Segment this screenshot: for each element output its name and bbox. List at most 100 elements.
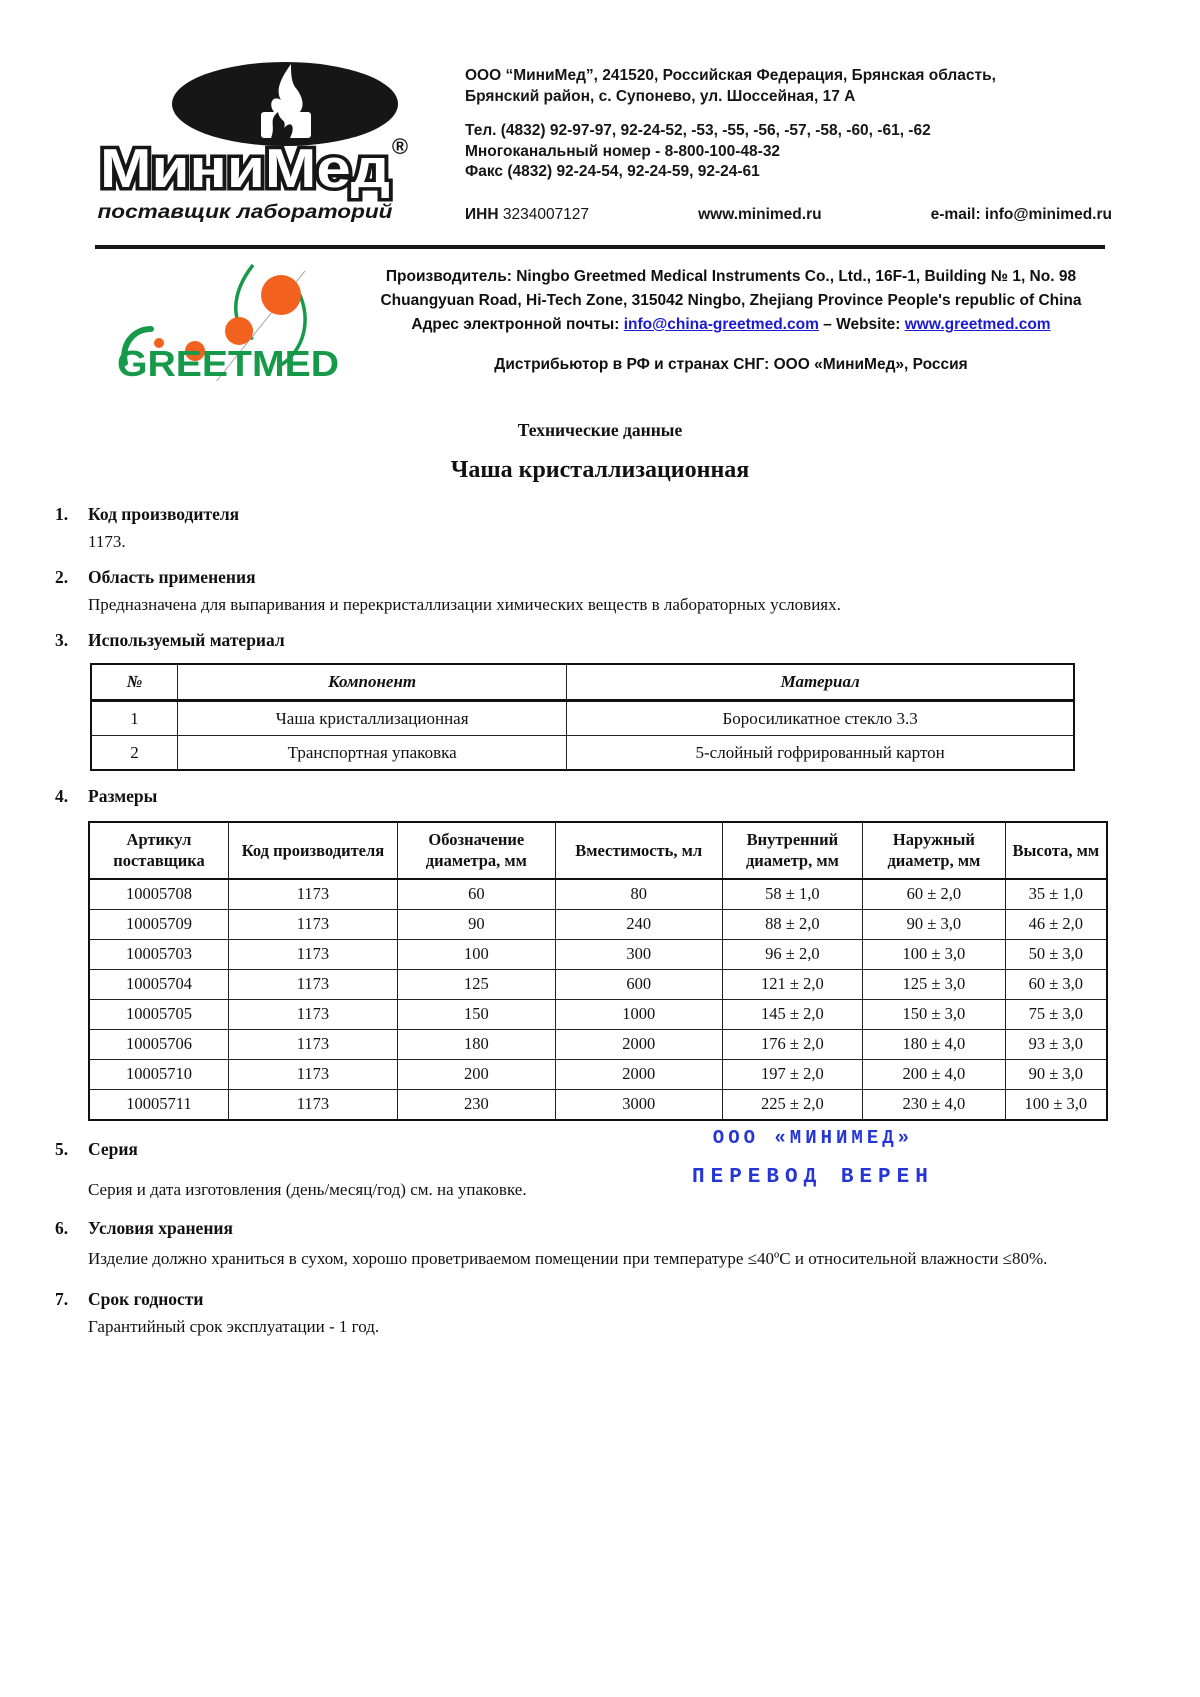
table-cell: 96 ± 2,0 bbox=[721, 938, 864, 970]
table-row: Артикул поставщика Код производителя Обозн… bbox=[88, 821, 1108, 880]
section-body: Предназначена для выпаривания и перекрис… bbox=[88, 595, 841, 614]
manufacturer-links: Адрес электронной почты: info@china-gree… bbox=[350, 313, 1112, 337]
column-header: Внутренний диаметр, мм bbox=[721, 821, 864, 880]
section-body: Гарантийный срок эксплуатации - 1 год. bbox=[88, 1317, 380, 1337]
table-cell: 10005703 bbox=[88, 938, 229, 970]
section-number: 1. bbox=[55, 504, 69, 524]
table-cell: 180 bbox=[396, 1028, 556, 1060]
table-cell: 80 bbox=[554, 878, 723, 910]
table-cell: 60 ± 2,0 bbox=[862, 878, 1006, 910]
section-title: Условия хранения bbox=[88, 1217, 233, 1238]
table-cell: 150 ± 3,0 bbox=[862, 998, 1006, 1030]
column-header: Компонент bbox=[176, 663, 568, 702]
sizes-table: Артикул поставщика Код производителя Обозн… bbox=[88, 821, 1108, 1121]
fax-line: Факс (4832) 92-24-54, 92-24-59, 92-24-61 bbox=[465, 163, 760, 181]
column-header: Обозначение диаметра, мм bbox=[396, 821, 556, 880]
table-row: № Компонент Материал bbox=[90, 663, 1075, 702]
table-cell: 75 ± 3,0 bbox=[1004, 998, 1108, 1030]
mfr-email-label: Адрес электронной почты: bbox=[411, 316, 620, 334]
table-cell: Боросиликатное стекло 3.3 bbox=[566, 700, 1075, 736]
table-cell: Чаша кристаллизационная bbox=[176, 700, 568, 736]
section-storage: 6. Условия хранения Изделие должно храни… bbox=[0, 1218, 1200, 1272]
table-cell: 2000 bbox=[554, 1028, 723, 1060]
table-cell: 35 ± 1,0 bbox=[1004, 878, 1108, 910]
table-cell: 5-слойный гофрированный картон bbox=[566, 735, 1075, 771]
materials-table-head: № Компонент Материал bbox=[90, 663, 1075, 702]
table-cell: 50 ± 3,0 bbox=[1004, 938, 1108, 970]
mfr-email-link[interactable]: info@china-greetmed.com bbox=[623, 316, 819, 334]
table-cell: 121 ± 2,0 bbox=[721, 968, 864, 1000]
section-sizes: 4. Размеры Артикул поставщика Код произво… bbox=[0, 786, 1200, 1121]
table-cell: 600 bbox=[554, 968, 723, 1000]
table-row: 2 Транспортная упаковка 5-слойный гофриров… bbox=[90, 735, 1075, 771]
table-cell: 10005709 bbox=[88, 908, 229, 940]
minimed-logo: ​ МиниМед ® поставщик лабораторий bbox=[95, 56, 425, 233]
section-number: 2. bbox=[55, 567, 69, 587]
table-cell: 93 ± 3,0 bbox=[1004, 1028, 1108, 1060]
table-cell: 176 ± 2,0 bbox=[721, 1028, 864, 1060]
candle-flame-icon bbox=[271, 64, 303, 114]
mfr-website-label: – Website: bbox=[823, 316, 901, 334]
table-cell: 2 bbox=[90, 735, 178, 771]
mfr-website-link[interactable]: www.greetmed.com bbox=[904, 316, 1051, 334]
section-title: Размеры bbox=[88, 786, 158, 806]
section-number: 5. bbox=[55, 1138, 69, 1159]
section-title: Срок годности bbox=[88, 1289, 204, 1310]
email-value: info@minimed.ru bbox=[984, 206, 1112, 224]
header-divider bbox=[95, 245, 1105, 249]
column-header: № bbox=[90, 663, 178, 702]
page-title: Чаша кристаллизационная bbox=[450, 457, 750, 483]
minimed-logo-icon: ​ МиниМед ® поставщик лабораторий bbox=[97, 62, 408, 223]
table-cell: 225 ± 2,0 bbox=[721, 1088, 864, 1121]
table-cell: 240 bbox=[554, 908, 723, 940]
section-number: 3. bbox=[55, 630, 69, 650]
section-shelf-life: 7. Срок годности Гарантийный срок эксплу… bbox=[0, 1289, 1200, 1337]
company-contacts: ООО “МиниМед”, 241520, Российская Федера… bbox=[425, 56, 1112, 233]
table-cell: 300 bbox=[554, 938, 723, 970]
distributor-line: Дистрибьютор в РФ и странах СНГ: ООО «Ми… bbox=[494, 356, 968, 374]
greetmed-logo: GREETMED bbox=[95, 257, 350, 386]
table-cell: 90 bbox=[396, 908, 556, 940]
table-row: 10005711 1173 230 3000 225 ± 2,0 230 ± 4,0 100… bbox=[88, 1088, 1108, 1121]
stamp-translation-valid: ПЕРЕВОД ВЕРЕН bbox=[692, 1165, 934, 1189]
website-text: www.minimed.ru bbox=[698, 206, 822, 224]
table-cell: 1173 bbox=[227, 1028, 398, 1060]
stamp-company: ООО «МИНИМЕД» bbox=[712, 1126, 914, 1149]
table-cell: 200 ± 4,0 bbox=[862, 1058, 1006, 1090]
table-cell: 125 ± 3,0 bbox=[862, 968, 1006, 1000]
table-cell: 200 bbox=[396, 1058, 556, 1090]
multichannel-line: Многоканальный номер - 8-800-100-48-32 bbox=[465, 142, 781, 160]
section-title: Код производителя bbox=[88, 504, 240, 524]
table-row: 10005710 1173 200 2000 197 ± 2,0 200 ± 4,0 90 … bbox=[88, 1058, 1108, 1090]
table-row: 10005709 1173 90 240 88 ± 2,0 90 ± 3,0 46 ± 2,… bbox=[88, 908, 1108, 940]
sizes-table-body: 10005708 1173 60 80 58 ± 1,0 60 ± 2,0 35 ± 1,0… bbox=[88, 878, 1108, 1121]
column-header: Вместимость, мл bbox=[554, 821, 723, 880]
address-line2: Брянский район, с. Супонево, ул. Шоссейн… bbox=[465, 87, 856, 105]
table-cell: 1000 bbox=[554, 998, 723, 1030]
table-cell: 46 ± 2,0 bbox=[1004, 908, 1108, 940]
email-text: e-mail: info@minimed.ru bbox=[931, 205, 1112, 226]
inn: ИНН 3234007127 bbox=[465, 205, 589, 226]
table-cell: 150 bbox=[396, 998, 556, 1030]
table-row: 1 Чаша кристаллизационная Боросиликатное с… bbox=[90, 700, 1075, 736]
table-cell: 1173 bbox=[227, 1088, 398, 1121]
table-cell: 1173 bbox=[227, 938, 398, 970]
materials-table-body: 1 Чаша кристаллизационная Боросиликатное с… bbox=[90, 700, 1075, 771]
section-series: 5. Серия Серия и дата изготовления (день… bbox=[0, 1127, 1200, 1200]
table-cell: 145 ± 2,0 bbox=[721, 998, 864, 1030]
table-cell: 180 ± 4,0 bbox=[862, 1028, 1006, 1060]
greetmed-logo-icon: GREETMED bbox=[117, 263, 339, 384]
inn-label: ИНН bbox=[465, 206, 499, 224]
table-cell: 58 ± 1,0 bbox=[721, 878, 864, 910]
manufacturer-header: GREETMED Производитель: Ningbo Greetmed … bbox=[0, 249, 1200, 386]
table-row: 10005705 1173 150 1000 145 ± 2,0 150 ± 3,0 75 … bbox=[88, 998, 1108, 1030]
table-cell: 1173 bbox=[227, 1058, 398, 1090]
table-cell: 10005711 bbox=[88, 1088, 229, 1121]
table-cell: 197 ± 2,0 bbox=[721, 1058, 864, 1090]
manufacturer-line2: Chuangyuan Road, Hi-Tech Zone, 315042 Ni… bbox=[380, 292, 1082, 310]
email-label: e-mail: bbox=[930, 206, 981, 224]
minimed-brand-text: МиниМед bbox=[100, 137, 390, 199]
registered-mark: ® bbox=[392, 134, 408, 159]
table-cell: 10005705 bbox=[88, 998, 229, 1030]
